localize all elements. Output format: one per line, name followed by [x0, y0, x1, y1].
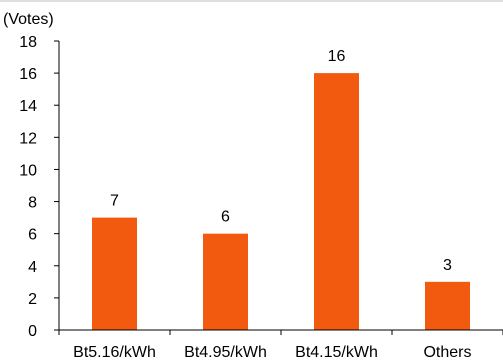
y-tick-label: 10 [19, 162, 37, 179]
y-tick-label: 2 [28, 291, 37, 308]
data-label: 16 [328, 48, 346, 65]
data-labels: 7 6 16 3 [110, 48, 452, 274]
y-tick-label: 18 [19, 34, 37, 51]
bar [425, 281, 470, 330]
y-tick-label: 16 [19, 66, 37, 83]
y-tick-label: 6 [28, 227, 37, 244]
y-tick-label: 12 [19, 130, 37, 147]
x-axis-ticks: Bt5.16/kWh Bt4.95/kWh Bt4.15/kWh Others [58, 330, 503, 361]
category-label: Bt4.95/kWh [184, 344, 267, 361]
y-tick-label: 0 [28, 323, 37, 340]
data-label: 6 [221, 209, 230, 226]
y-tick-label: 14 [19, 98, 37, 115]
y-tick-label: 8 [28, 195, 37, 212]
y-axis-unit-label: (Votes) [3, 11, 54, 28]
bar [203, 233, 248, 330]
y-tick-label: 4 [28, 259, 37, 276]
bars [92, 73, 470, 330]
category-label: Bt5.16/kWh [73, 344, 156, 361]
category-label: Bt4.15/kWh [295, 344, 378, 361]
category-label: Others [423, 344, 471, 361]
bar [314, 73, 359, 330]
data-label: 3 [443, 257, 452, 274]
data-label: 7 [110, 193, 119, 210]
y-axis-ticks: 0 2 4 6 8 10 12 14 16 18 [19, 34, 59, 340]
bar [92, 217, 137, 330]
